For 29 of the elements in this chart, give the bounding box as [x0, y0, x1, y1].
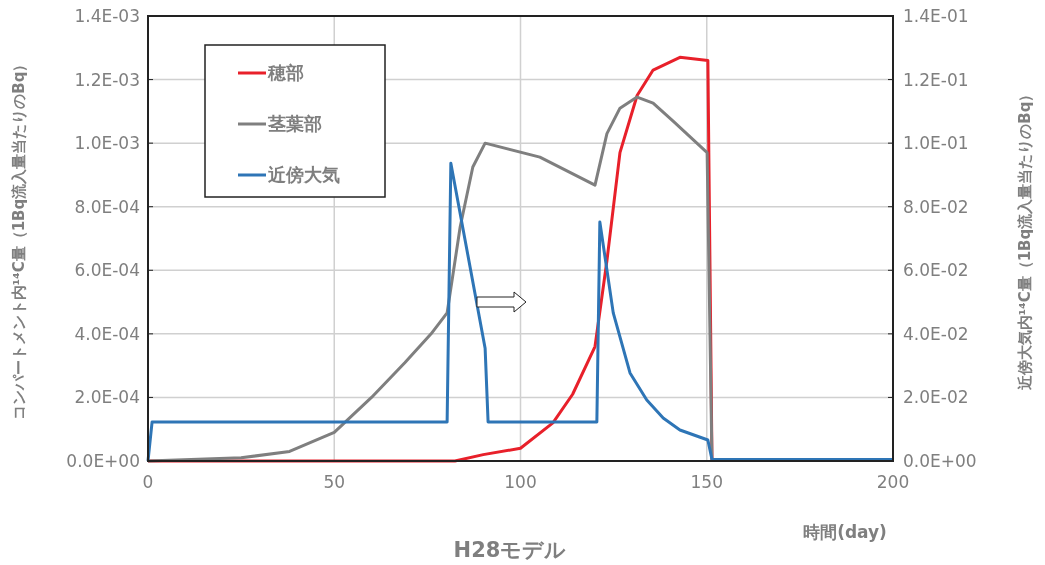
y2-tick-label: 1.2E-01	[903, 69, 969, 90]
y-tick-label: 4.0E-04	[74, 323, 140, 344]
x-tick-label: 200	[876, 472, 910, 492]
text: H28モデル	[453, 538, 567, 562]
y2-axis-title: 近傍大気内¹⁴C量（1Bq流入量当たりのBq）	[1016, 86, 1034, 392]
legend-label: 穂部	[267, 62, 304, 84]
x-tick-label: 150	[690, 472, 723, 492]
y-tick-label: 2.0E-04	[74, 387, 140, 408]
y2-tick-label: 1.4E-01	[903, 5, 969, 26]
y-tick-label: 1.4E-03	[74, 5, 140, 26]
y2-tick-label: 8.0E-02	[903, 196, 969, 217]
y-axis-title: コンパートメント内¹⁴C量（1Bq流入量当たりのBq）	[10, 56, 28, 421]
x-tick-label: 100	[504, 472, 537, 492]
x-tick-label: 50	[323, 472, 346, 492]
x-tick-label: 0	[142, 472, 154, 492]
x-axis-title: 時間(day)	[803, 522, 887, 542]
y-tick-label: 1.0E-03	[74, 133, 140, 154]
y2-tick-label: 2.0E-02	[903, 387, 969, 408]
legend-label: 近傍大気	[267, 164, 340, 186]
y2-tick-label: 6.0E-02	[903, 260, 969, 281]
y2-tick-label: 4.0E-02	[903, 323, 969, 344]
y2-tick-label: 1.0E-01	[903, 133, 969, 154]
y-tick-label: 8.0E-04	[74, 196, 140, 217]
line-series	[146, 161, 895, 463]
legend-label: 茎葉部	[267, 113, 322, 135]
y-tick-label: 1.2E-03	[74, 69, 140, 90]
y-tick-label: 6.0E-04	[74, 260, 140, 281]
y-tick-label: 0.0E+00	[66, 450, 140, 471]
y2-tick-label: 0.0E+00	[903, 450, 977, 471]
